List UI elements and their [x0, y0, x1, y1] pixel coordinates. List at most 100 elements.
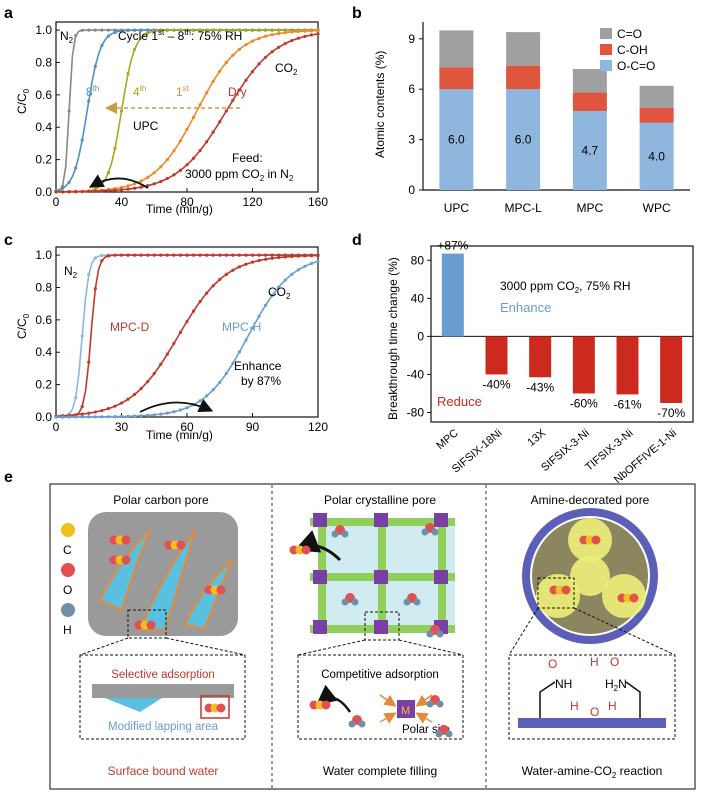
- bar-segment-o-c=o: [572, 111, 607, 190]
- y-tick-label: 0: [417, 329, 424, 343]
- curve-point: [185, 253, 189, 257]
- curve-point: [106, 189, 110, 193]
- panel-b-legend: C=O C-OH O-C=O: [600, 27, 655, 73]
- curve-point: [244, 43, 248, 47]
- curve-point: [133, 253, 137, 257]
- col2-competitive: Competitive adsorption: [321, 669, 439, 681]
- curve-point: [250, 39, 255, 43]
- curve-point: [224, 253, 228, 257]
- curve-point: [80, 404, 84, 409]
- curve-point: [205, 394, 209, 398]
- curve-point: [264, 34, 268, 38]
- curve-point: [244, 253, 248, 257]
- curve-point: [100, 189, 104, 193]
- detail-1-water: [105, 698, 162, 712]
- curve-point: [113, 253, 117, 257]
- amine-chain-right: [625, 681, 641, 718]
- curve-point: [87, 272, 91, 276]
- water-molecule: [348, 720, 356, 728]
- chem-o-2: O: [610, 655, 619, 669]
- curve-point: [106, 415, 110, 419]
- bar-data-label: 6.0: [515, 133, 532, 147]
- curve-point: [257, 28, 261, 32]
- metal-node: [374, 620, 388, 634]
- curve-point: [80, 334, 84, 338]
- curve-point: [119, 253, 124, 257]
- bar-segment-c-oh: [439, 67, 474, 90]
- curve-point: [93, 28, 97, 32]
- panel-a-1st-label: 1st: [176, 84, 190, 99]
- curve-point: [80, 412, 84, 416]
- curve-point: [106, 171, 110, 175]
- bar-segment-c-oh: [572, 92, 607, 112]
- metal-site-icon: [397, 700, 415, 718]
- curve-point: [172, 341, 176, 345]
- water-molecule: [431, 528, 439, 536]
- curve-point: [250, 69, 255, 74]
- panel-c-curves: [54, 253, 320, 419]
- curve-point: [80, 189, 84, 194]
- curve-point: [283, 30, 287, 35]
- water-molecule: [331, 530, 339, 538]
- curve-point: [87, 189, 91, 194]
- bar-segment-c-oh: [639, 107, 674, 123]
- zoom-line-2a: [297, 639, 366, 656]
- hydrogen-atom-icon: [61, 603, 75, 617]
- y-tick-label: 0.4: [35, 120, 52, 134]
- curve-point: [296, 29, 300, 34]
- co2-molecule: [121, 535, 131, 545]
- x-tick-label: 80: [180, 195, 194, 209]
- co2-molecule: [301, 545, 311, 555]
- curve-point: [87, 360, 91, 364]
- legend-c: C O H: [61, 523, 75, 637]
- water-molecule: [403, 598, 411, 606]
- x-tick-label: 120: [242, 195, 262, 209]
- col2-title: Polar crystalline pore: [324, 493, 436, 507]
- panel-e: e Polar carbon pore C O H: [4, 469, 696, 790]
- water-molecule: [435, 730, 443, 738]
- curve-point: [303, 34, 307, 39]
- curve-point: [264, 303, 268, 307]
- x-category-label: SIFSIX-3-Ni: [539, 427, 592, 474]
- x-category-label: WPC: [643, 201, 671, 215]
- curve-point: [296, 36, 300, 40]
- curve-point: [74, 166, 78, 170]
- curve-point: [146, 31, 150, 35]
- metal-node: [374, 570, 388, 584]
- curve-point: [257, 253, 261, 257]
- curve-point: [218, 120, 222, 124]
- curve-point: [191, 253, 196, 257]
- curve-point: [126, 184, 130, 188]
- curve-point: [205, 91, 209, 95]
- panel-d-reduce: Reduce: [437, 394, 482, 409]
- curve-point: [224, 272, 228, 276]
- curve-point: [119, 414, 124, 419]
- curve-point: [218, 253, 222, 257]
- panel-a-title: Cycle 1st – 8th: 75% RH: [118, 28, 242, 43]
- curve-point: [119, 185, 124, 190]
- curve-point: [191, 115, 196, 119]
- curve-point: [133, 28, 137, 32]
- curve-point: [165, 28, 169, 32]
- x-tick-label: 60: [180, 420, 194, 434]
- curve-point: [100, 28, 104, 32]
- panel-a-axes: 0 40 80 120 160 0.0 0.2 0.4 0.6 0.8 1.0: [35, 23, 328, 209]
- curve-point: [67, 180, 71, 184]
- curve-point: [67, 109, 71, 113]
- curve-point: [93, 64, 97, 68]
- curve-point: [303, 254, 307, 258]
- curve-point: [178, 408, 183, 412]
- detail-2-arrow: [316, 684, 352, 713]
- curve-point: [159, 28, 163, 33]
- panel-b-ylabel: Atomic contents (%): [373, 51, 387, 158]
- col1-caption: Surface bound water: [108, 764, 219, 778]
- bar-segment-o-c=o: [639, 122, 674, 190]
- chem-o-1: O: [548, 657, 557, 671]
- curve-point: [250, 28, 255, 32]
- water-molecule: [436, 630, 444, 638]
- curve-point: [178, 330, 183, 334]
- curve-point: [172, 173, 176, 177]
- water-molecule: [341, 598, 349, 606]
- pore-channel-1: [98, 529, 151, 612]
- curve-point: [218, 28, 222, 32]
